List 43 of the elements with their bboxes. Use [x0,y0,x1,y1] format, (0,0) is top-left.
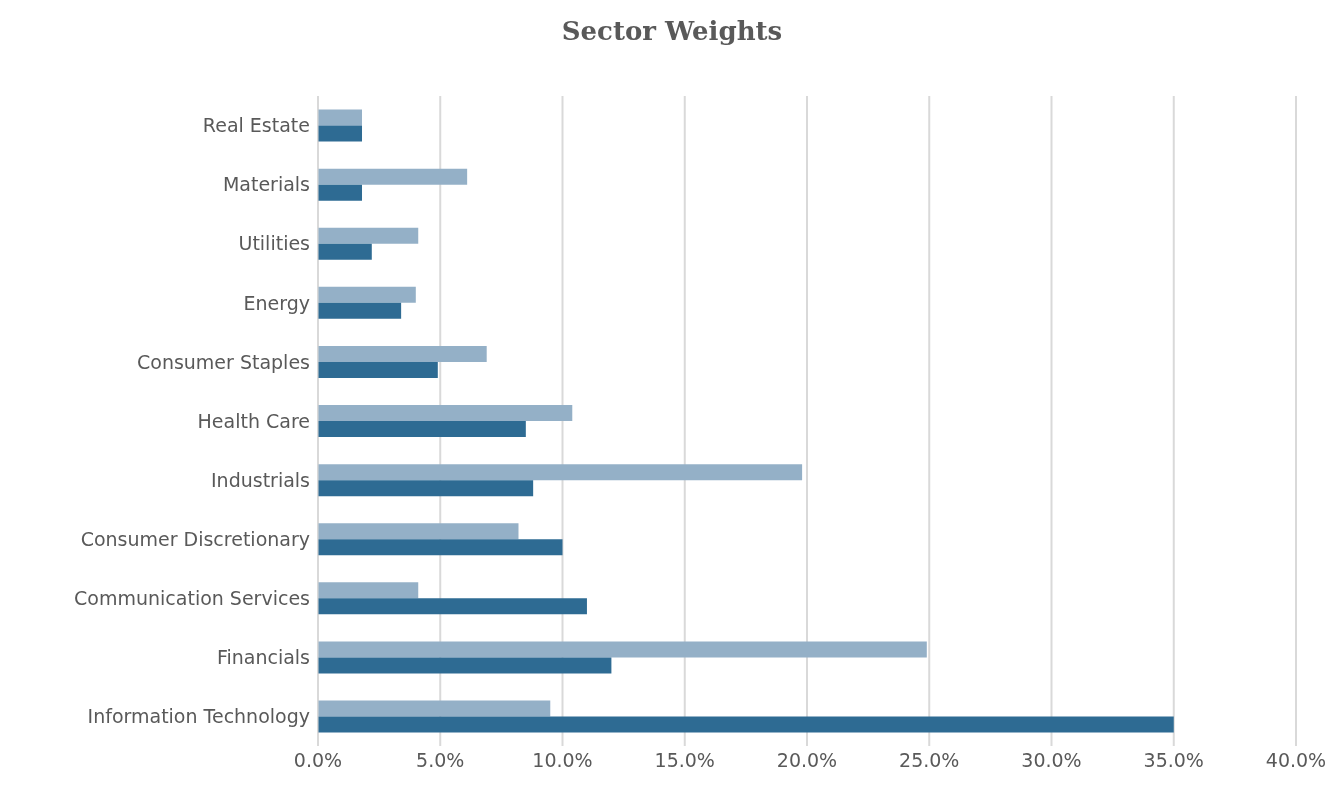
bar [318,700,551,717]
y-tick-label: Financials [216,646,310,669]
bar [318,227,419,244]
bar [318,302,402,319]
bar [318,286,416,303]
bar [318,464,803,481]
y-tick-label: Industrials [210,468,310,491]
x-tick-label: 0.0% [293,749,343,772]
bar [318,657,612,674]
bar [318,184,363,201]
bar [318,480,534,497]
bar [318,345,487,362]
bar [318,109,363,126]
x-tick-label: 25.0% [899,749,960,772]
bar [318,641,927,658]
bar [318,243,372,260]
bar [318,582,419,599]
y-tick-label: Communication Services [74,587,310,610]
y-tick-label: Utilities [238,232,310,255]
y-tick-label: Health Care [197,409,310,432]
bar [318,405,573,422]
x-tick-label: 15.0% [654,749,715,772]
x-tick-label: 35.0% [1143,749,1204,772]
y-tick-label: Materials [222,173,310,196]
x-tick-label: 30.0% [1021,749,1082,772]
x-tick-label: 10.0% [532,749,593,772]
y-tick-label: Consumer Discretionary [80,527,310,550]
y-tick-label: Information Technology [87,705,310,728]
x-tick-label: 20.0% [776,749,838,772]
bar [318,125,363,142]
bar [318,598,587,615]
y-tick-label: Consumer Staples [136,350,310,373]
y-tick-label: Real Estate [202,114,310,137]
bar [318,523,519,540]
y-tick-label: Energy [243,291,310,314]
chart-title: Sector Weights [560,15,784,48]
x-tick-label: 5.0% [416,749,465,772]
bar [318,421,526,438]
bar [318,168,468,185]
bar [318,716,1174,733]
bar [318,361,438,378]
x-tick-label: 40.0% [1265,749,1327,772]
bar [318,539,563,556]
